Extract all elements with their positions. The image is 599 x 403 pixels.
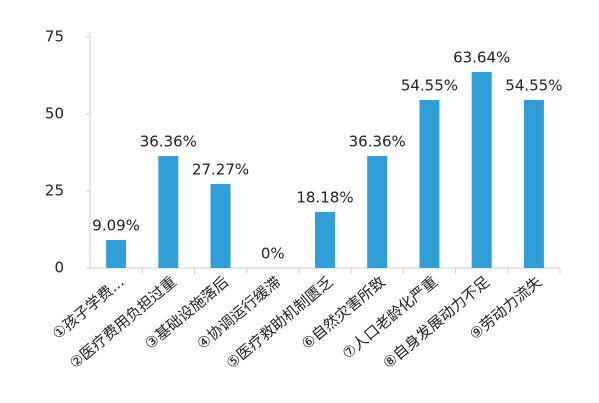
value-label: 27.27%	[192, 161, 249, 179]
value-label: 36.36%	[349, 133, 406, 151]
bar	[471, 71, 492, 268]
value-label: 18.18%	[296, 189, 353, 207]
y-tick-label: 75	[45, 28, 64, 46]
value-label: 9.09%	[92, 217, 140, 235]
value-label: 54.55%	[505, 76, 562, 94]
y-tick-label: 0	[54, 259, 64, 277]
bar	[106, 240, 127, 268]
bar	[367, 156, 388, 268]
bar	[210, 184, 231, 268]
y-tick-label: 25	[45, 182, 64, 200]
bar	[158, 156, 179, 268]
value-label: 36.36%	[140, 133, 197, 151]
bar	[315, 212, 335, 268]
value-label: 0%	[261, 245, 285, 263]
value-label: 63.64%	[453, 48, 510, 66]
bar	[419, 99, 440, 269]
value-label: 54.55%	[401, 76, 458, 94]
y-tick-label: 50	[45, 105, 64, 123]
bar	[523, 99, 544, 269]
